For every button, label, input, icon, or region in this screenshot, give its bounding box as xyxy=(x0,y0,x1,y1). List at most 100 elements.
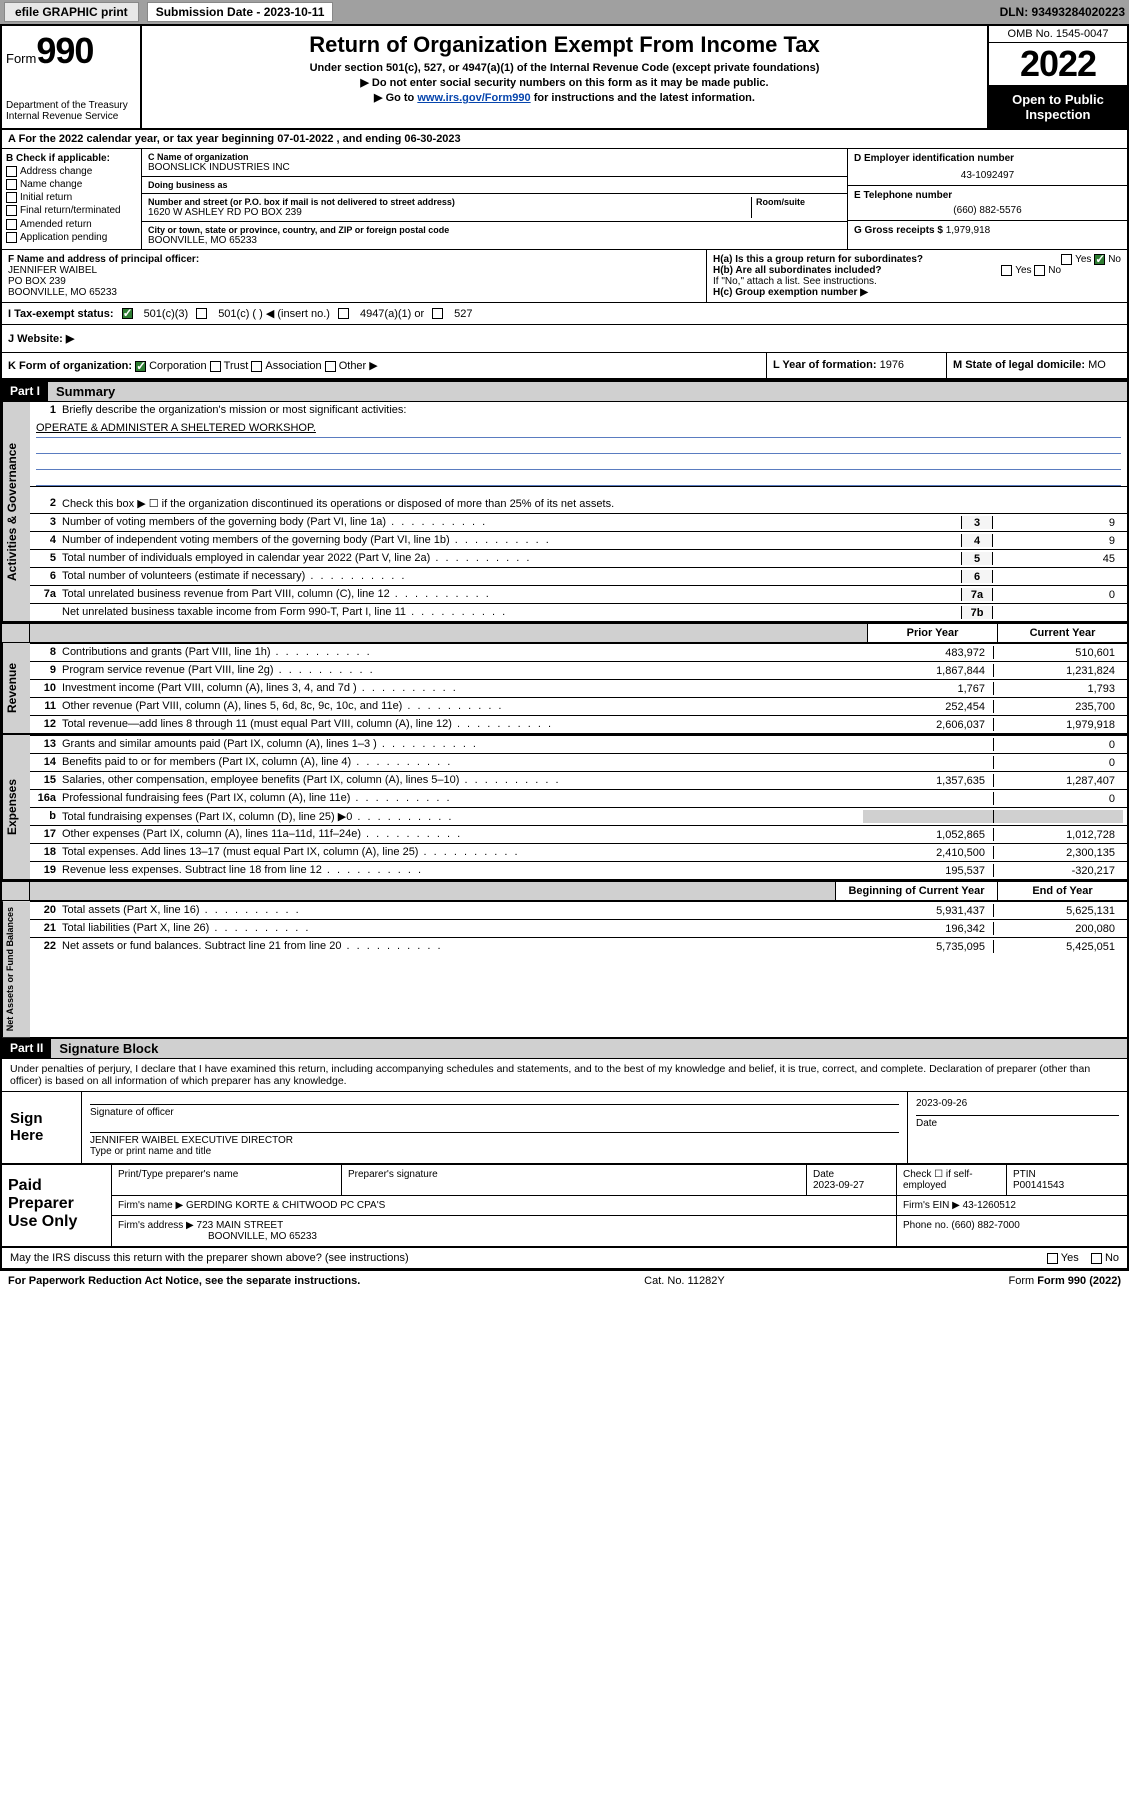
period-begin: 07-01-2022 xyxy=(277,133,333,145)
mission-text: OPERATE & ADMINISTER A SHELTERED WORKSHO… xyxy=(36,422,1121,438)
line-21: 21Total liabilities (Part X, line 26)196… xyxy=(30,919,1127,937)
cat-no: Cat. No. 11282Y xyxy=(644,1275,725,1287)
opt-501c3: 501(c)(3) xyxy=(144,308,189,320)
prep-name-label: Print/Type preparer's name xyxy=(112,1165,342,1195)
pra-notice: For Paperwork Reduction Act Notice, see … xyxy=(8,1275,360,1287)
form-number: 990 xyxy=(36,30,93,71)
ck-ha-yes[interactable] xyxy=(1061,254,1072,265)
line-12: 12Total revenue—add lines 8 through 11 (… xyxy=(30,715,1127,733)
tax-label: I Tax-exempt status: xyxy=(8,308,114,320)
paid-preparer-label: Paid Preparer Use Only xyxy=(2,1165,112,1246)
ck-trust[interactable] xyxy=(210,361,221,372)
period-text-b: , and ending xyxy=(337,133,405,145)
sig-date-block: 2023-09-26 Date xyxy=(907,1092,1127,1163)
ha-yes: Yes xyxy=(1075,254,1091,265)
opt-amended: Amended return xyxy=(20,219,92,230)
sig-date-label: Date xyxy=(916,1118,1119,1129)
opt-corp: Corporation xyxy=(149,360,206,372)
ck-501c[interactable] xyxy=(196,308,207,319)
ck-corp[interactable] xyxy=(135,361,146,372)
addr-value: 1620 W ASHLEY RD PO BOX 239 xyxy=(148,207,302,218)
opt-501c: 501(c) ( ) ◀ (insert no.) xyxy=(218,307,330,320)
sign-here-label: Sign Here xyxy=(2,1092,82,1163)
line-16a: 16aProfessional fundraising fees (Part I… xyxy=(30,789,1127,807)
website-label: J Website: ▶ xyxy=(8,332,74,345)
prep-date-label: Date xyxy=(813,1169,890,1180)
dln: DLN: 93493284020223 xyxy=(1000,5,1125,19)
ck-hb-no[interactable] xyxy=(1034,265,1045,276)
ck-app-pending[interactable] xyxy=(6,232,17,243)
col-begin: Beginning of Current Year xyxy=(835,882,997,900)
firm-ein-label: Firm's EIN ▶ xyxy=(903,1200,960,1211)
org-name: BOONSLICK INDUSTRIES INC xyxy=(148,162,290,173)
opt-trust: Trust xyxy=(224,360,249,372)
irs-link[interactable]: www.irs.gov/Form990 xyxy=(417,92,530,104)
ein-label: D Employer identification number xyxy=(854,153,1121,164)
irs-label: Internal Revenue Service xyxy=(6,111,136,122)
city-value: BOONVILLE, MO 65233 xyxy=(148,235,257,246)
box-k: K Form of organization: Corporation Trus… xyxy=(2,353,767,378)
ck-527[interactable] xyxy=(432,308,443,319)
opt-assoc: Association xyxy=(265,360,321,372)
h-a-label: H(a) Is this a group return for subordin… xyxy=(713,254,923,265)
website-row: J Website: ▶ xyxy=(2,325,1127,353)
ck-discuss-no[interactable] xyxy=(1091,1253,1102,1264)
subtitle-2: ▶ Do not enter social security numbers o… xyxy=(152,76,977,89)
sig-officer-label: Signature of officer xyxy=(90,1107,899,1118)
part1-header: Part I xyxy=(2,382,48,401)
line-22: 22Net assets or fund balances. Subtract … xyxy=(30,937,1127,955)
ck-other[interactable] xyxy=(325,361,336,372)
ck-final-return[interactable] xyxy=(6,205,17,216)
vtab-revenue: Revenue xyxy=(2,643,30,733)
firm-phone: (660) 882-7000 xyxy=(951,1220,1019,1231)
h-b-note: If "No," attach a list. See instructions… xyxy=(713,276,1121,287)
ck-initial-return[interactable] xyxy=(6,192,17,203)
ck-hb-yes[interactable] xyxy=(1001,265,1012,276)
addr-label: Number and street (or P.O. box if mail i… xyxy=(148,197,751,207)
box-m: M State of legal domicile: MO xyxy=(947,353,1127,378)
opt-final-return: Final return/terminated xyxy=(20,206,121,217)
ck-assoc[interactable] xyxy=(251,361,262,372)
omb-number: OMB No. 1545-0047 xyxy=(989,26,1127,43)
vtab-netassets: Net Assets or Fund Balances xyxy=(2,901,30,1037)
ck-name-change[interactable] xyxy=(6,179,17,190)
gross-label: G Gross receipts $ xyxy=(854,225,943,236)
vtab-governance: Activities & Governance xyxy=(2,402,30,621)
subtitle-1: Under section 501(c), 527, or 4947(a)(1)… xyxy=(152,62,977,74)
phone-label: E Telephone number xyxy=(854,190,1121,201)
l1-label: Briefly describe the organization's miss… xyxy=(62,404,1123,416)
tax-status-row: I Tax-exempt status: 501(c)(3) 501(c) ( … xyxy=(2,303,1127,325)
summary-line-3: 3Number of voting members of the governi… xyxy=(30,513,1127,531)
opt-address-change: Address change xyxy=(20,166,92,177)
summary-line-7b: Net unrelated business taxable income fr… xyxy=(30,603,1127,621)
sig-officer-block: Signature of officer JENNIFER WAIBEL EXE… xyxy=(82,1092,907,1163)
ck-ha-no[interactable] xyxy=(1094,254,1105,265)
opt-other: Other ▶ xyxy=(339,360,378,372)
room-label: Room/suite xyxy=(756,197,841,207)
h-b-label: H(b) Are all subordinates included? xyxy=(713,265,882,276)
form-990: Form990 Department of the Treasury Inter… xyxy=(0,24,1129,1271)
header-right: OMB No. 1545-0047 2022 Open to Public In… xyxy=(987,26,1127,128)
ck-discuss-yes[interactable] xyxy=(1047,1253,1058,1264)
ck-address-change[interactable] xyxy=(6,166,17,177)
ck-4947[interactable] xyxy=(338,308,349,319)
line-17: 17Other expenses (Part IX, column (A), l… xyxy=(30,825,1127,843)
ck-501c3[interactable] xyxy=(122,308,133,319)
prep-date-value: 2023-09-27 xyxy=(813,1180,890,1191)
ptin-label: PTIN xyxy=(1013,1169,1121,1180)
m-value: MO xyxy=(1088,359,1106,371)
period-text-a: For the 2022 calendar year, or tax year … xyxy=(19,133,278,145)
form-footer: Form 990 (2022) xyxy=(1037,1275,1121,1287)
city-label: City or town, state or province, country… xyxy=(148,225,841,235)
discuss-no: No xyxy=(1105,1252,1119,1264)
opt-app-pending: Application pending xyxy=(20,232,107,243)
period-row: A For the 2022 calendar year, or tax yea… xyxy=(2,130,1127,149)
efile-print-button[interactable]: efile GRAPHIC print xyxy=(4,2,139,22)
ck-amended[interactable] xyxy=(6,219,17,230)
discuss-yes: Yes xyxy=(1061,1252,1079,1264)
prep-selfemp: Check ☐ if self-employed xyxy=(897,1165,1007,1195)
line-19: 19Revenue less expenses. Subtract line 1… xyxy=(30,861,1127,879)
tax-year: 2022 xyxy=(989,43,1127,86)
opt-527: 527 xyxy=(454,308,472,320)
box-b-label: B Check if applicable: xyxy=(6,153,137,164)
